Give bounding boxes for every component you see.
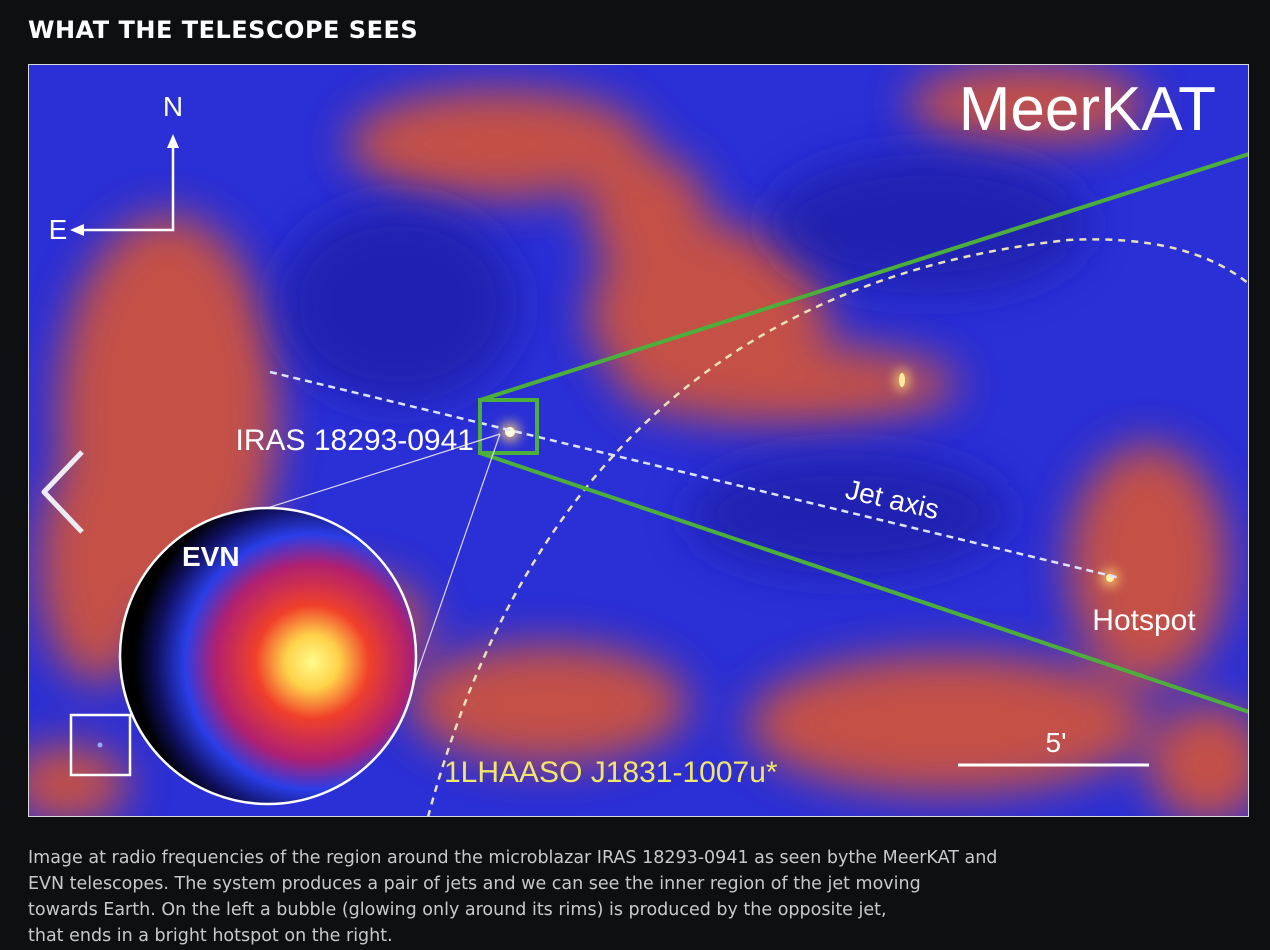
compass-east: E (49, 214, 68, 245)
caption-line: EVN telescopes. The system produces a pa… (28, 874, 921, 894)
instrument-label: MeerKAT (959, 75, 1216, 144)
previous-arrow[interactable] (41, 450, 84, 534)
hotspot-label: Hotspot (1092, 604, 1196, 637)
caption-line: Image at radio frequencies of the region… (28, 848, 998, 868)
caption-line: towards Earth. On the left a bubble (glo… (28, 900, 887, 920)
radio-image: N E MeerKAT IRAS 18293-0941 Jet axis Hot… (28, 64, 1249, 817)
caption-line: that ends in a bright hotspot on the rig… (28, 926, 393, 946)
compass-north: N (163, 91, 183, 122)
inset-label: EVN (182, 541, 240, 572)
scale-label: 5' (1046, 727, 1067, 758)
source-label: IRAS 18293-0941 (235, 424, 474, 457)
caption: Image at radio frequencies of the region… (28, 845, 997, 949)
section-title: WHAT THE TELESCOPE SEES (28, 16, 419, 44)
lhaaso-label: 1LHAASO J1831-1007u* (444, 756, 778, 789)
